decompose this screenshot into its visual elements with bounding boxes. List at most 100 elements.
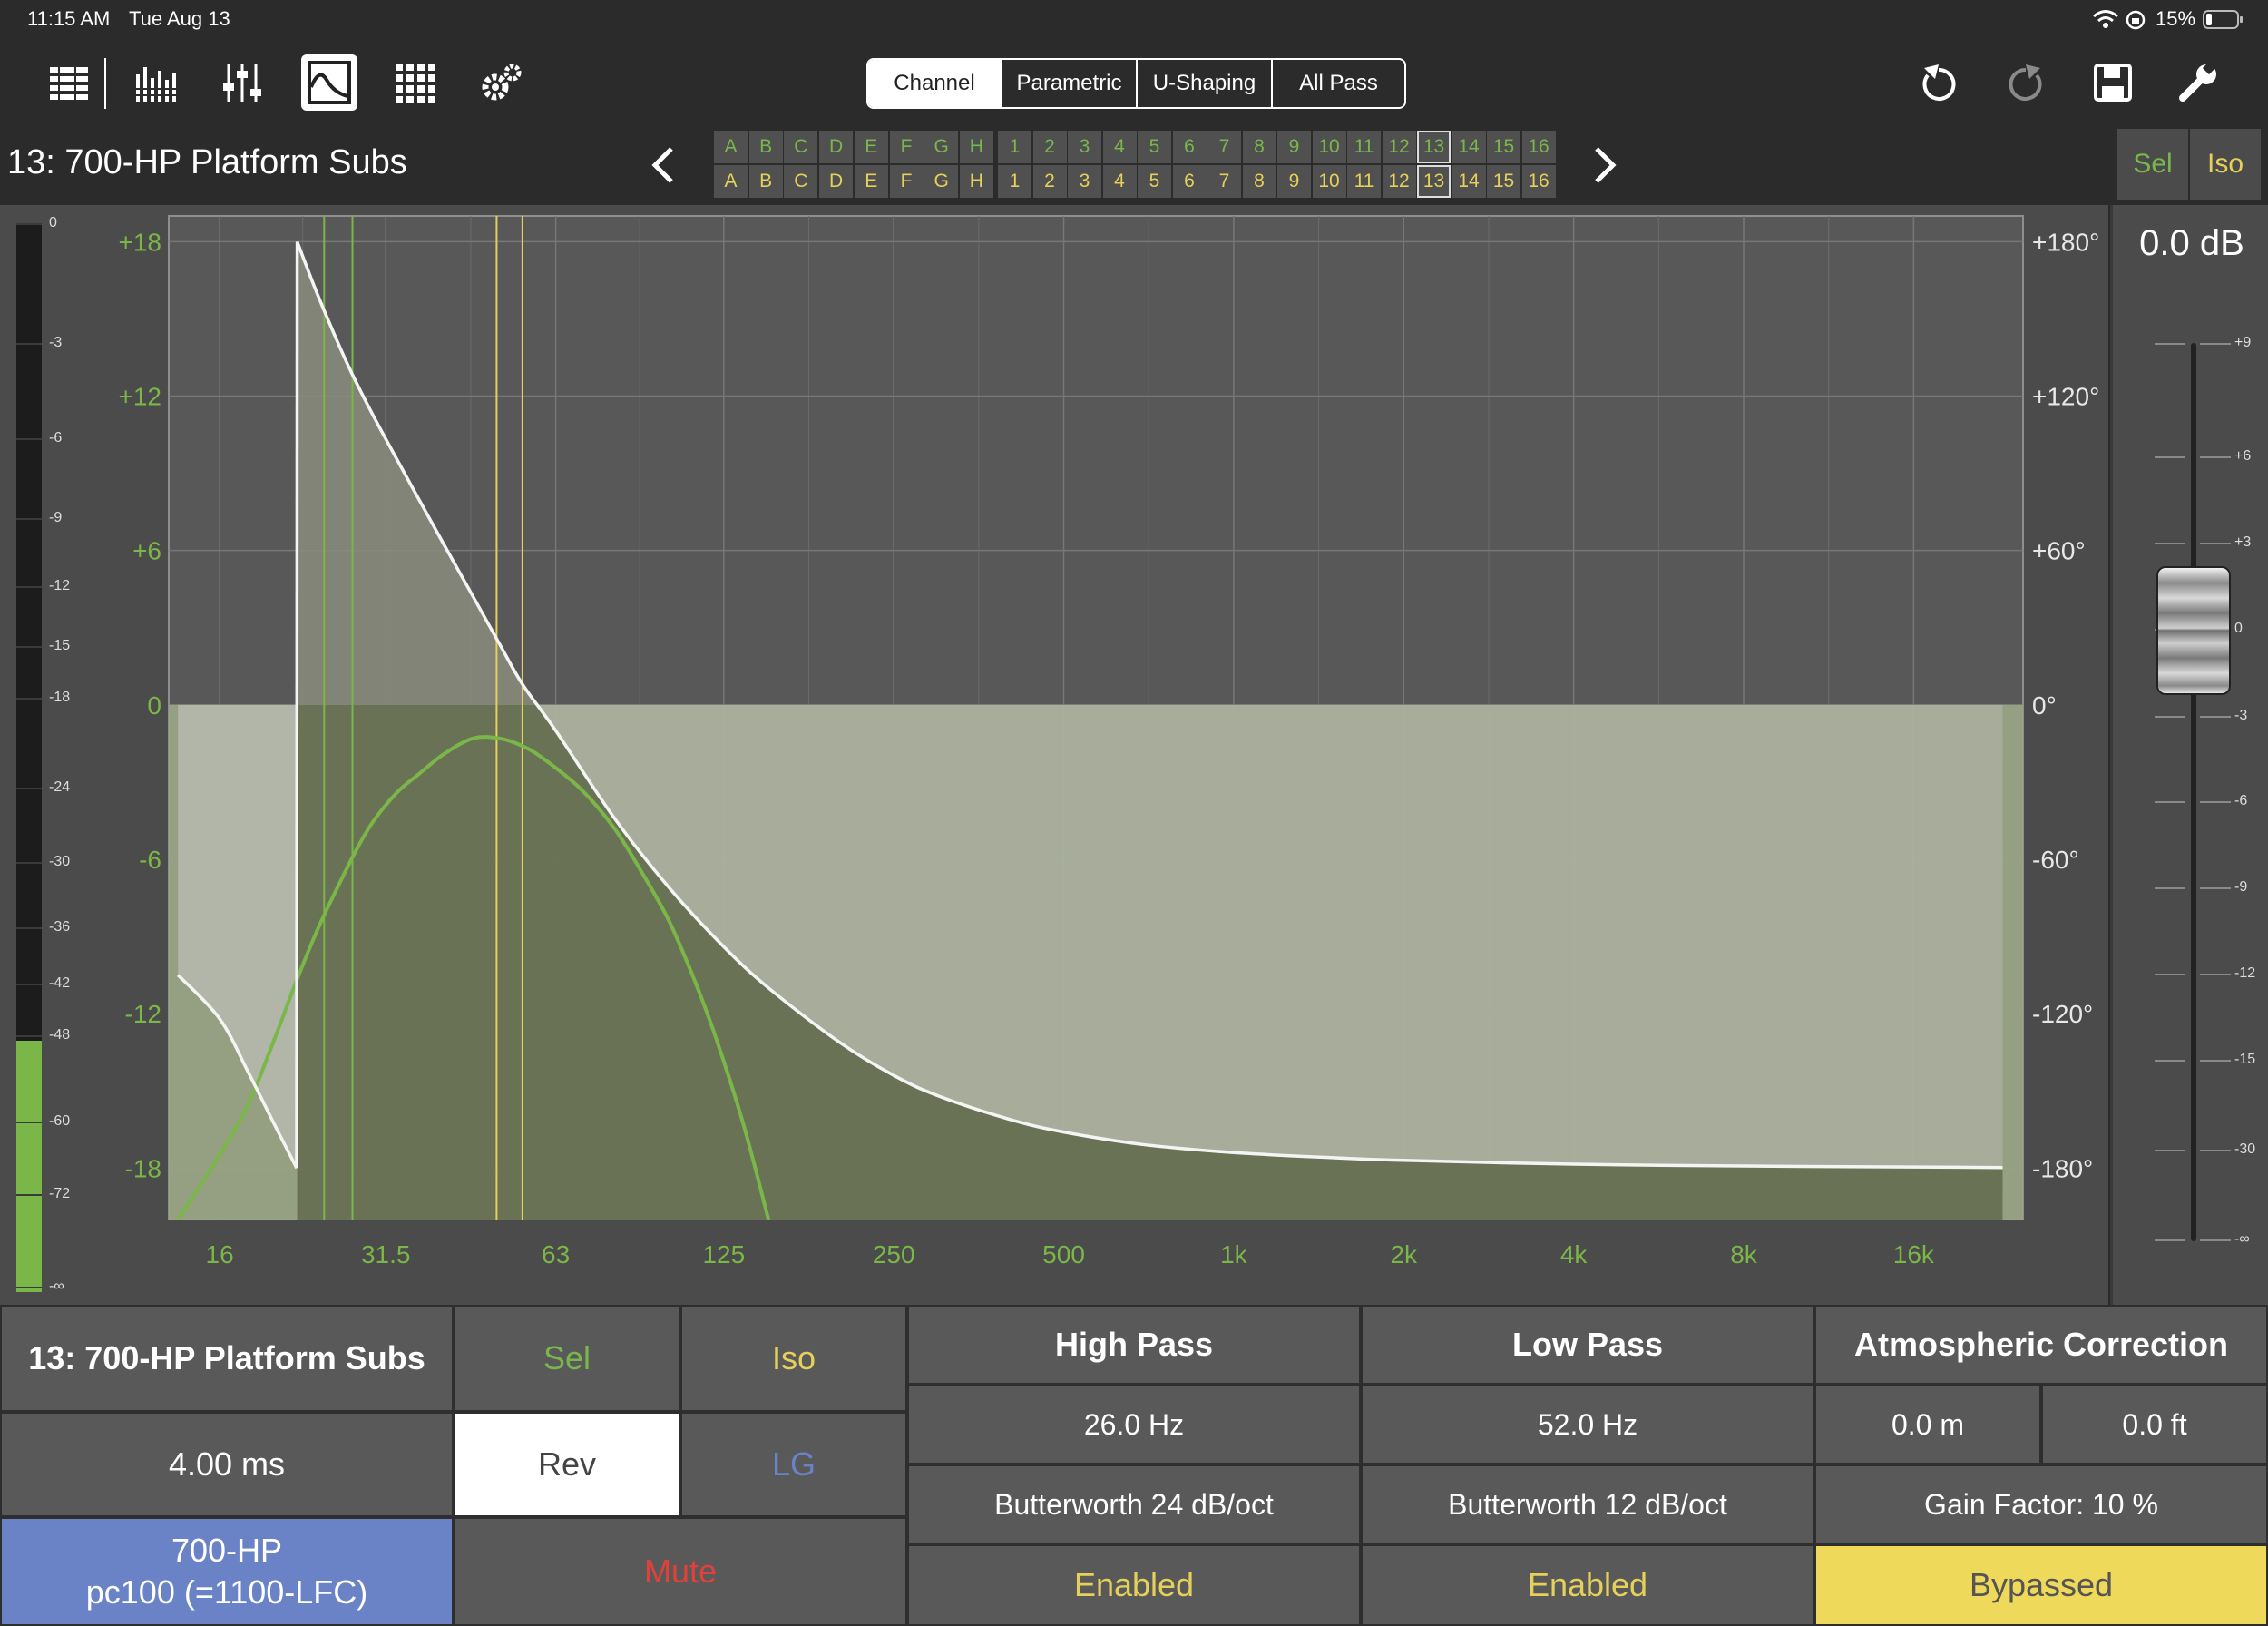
channel-out-8[interactable]: 8 — [1242, 165, 1276, 198]
channel-in-f[interactable]: F — [889, 131, 924, 163]
channel-out-4[interactable]: 4 — [1102, 165, 1137, 198]
channel-out-a[interactable]: A — [714, 165, 748, 198]
wrench-icon[interactable] — [2170, 54, 2226, 111]
high-pass-title: High Pass — [907, 1305, 1361, 1385]
list-view-icon[interactable] — [41, 54, 97, 111]
channel-in-13[interactable]: 13 — [1417, 131, 1451, 163]
fader-scale: +9 +6 +3 0 -3 -6 -9 -12 -15 -30 -∞ — [2113, 205, 2268, 1305]
atmo-gain-factor[interactable]: Gain Factor: 10 % — [1814, 1464, 2268, 1544]
channel-out-7[interactable]: 7 — [1207, 165, 1241, 198]
channel-out-12[interactable]: 12 — [1382, 165, 1416, 198]
channel-in-14[interactable]: 14 — [1452, 131, 1486, 163]
bottom-sel-button[interactable]: Sel — [454, 1305, 680, 1412]
low-pass-type[interactable]: Butterworth 12 dB/oct — [1361, 1464, 1814, 1544]
eq-curve-icon[interactable] — [301, 54, 357, 111]
channel-in-9[interactable]: 9 — [1277, 131, 1311, 163]
channel-in-15[interactable]: 15 — [1487, 131, 1520, 163]
channel-in-10[interactable]: 10 — [1312, 131, 1346, 163]
lg-button[interactable]: LG — [680, 1412, 907, 1517]
mute-button[interactable]: Mute — [454, 1517, 907, 1626]
channel-out-1[interactable]: 1 — [998, 165, 1031, 198]
redo-icon[interactable] — [1998, 54, 2054, 111]
low-pass-enable-toggle[interactable]: Enabled — [1361, 1544, 1814, 1626]
speaker-preset-button[interactable]: 700-HP pc100 (=1100-LFC) — [0, 1517, 454, 1626]
fader-tick-label: -6 — [2234, 793, 2248, 808]
channel-out-h[interactable]: H — [959, 165, 993, 198]
channel-in-12[interactable]: 12 — [1382, 131, 1416, 163]
channel-out-g[interactable]: G — [924, 165, 959, 198]
high-pass-frequency[interactable]: 26.0 Hz — [907, 1385, 1361, 1464]
channel-in-1[interactable]: 1 — [998, 131, 1031, 163]
fader-tick-mark — [2155, 543, 2185, 544]
high-pass-enable-toggle[interactable]: Enabled — [907, 1544, 1361, 1626]
channel-out-2[interactable]: 2 — [1032, 165, 1067, 198]
channel-in-5[interactable]: 5 — [1138, 131, 1171, 163]
channel-out-13[interactable]: 13 — [1417, 165, 1451, 198]
high-pass-type[interactable]: Butterworth 24 dB/oct — [907, 1464, 1361, 1544]
channel-in-4[interactable]: 4 — [1102, 131, 1137, 163]
channel-out-3[interactable]: 3 — [1068, 165, 1101, 198]
channel-out-f[interactable]: F — [889, 165, 924, 198]
faders-icon[interactable] — [214, 54, 270, 111]
channel-out-9[interactable]: 9 — [1277, 165, 1311, 198]
y-tick-label-db: +6 — [132, 537, 161, 565]
previous-channel-chevron-icon[interactable] — [650, 145, 677, 185]
header-iso-button[interactable]: Iso — [2190, 129, 2261, 200]
channel-in-11[interactable]: 11 — [1347, 131, 1381, 163]
atmo-bypass-toggle[interactable]: Bypassed — [1814, 1544, 2268, 1626]
next-channel-chevron-icon[interactable] — [1591, 145, 1618, 185]
eq-response-plot[interactable]: +18 +12 +6 0 -6 -12 -18 +180° +120° +60° 0° -60° -12… — [83, 205, 2108, 1305]
save-icon[interactable] — [2085, 54, 2141, 111]
delay-value[interactable]: 4.00 ms — [0, 1412, 454, 1517]
atmo-distance-meters[interactable]: 0.0 m — [1814, 1385, 2041, 1464]
tab-u-shaping[interactable]: U-Shaping — [1136, 60, 1271, 107]
channel-out-14[interactable]: 14 — [1452, 165, 1486, 198]
header-sel-button[interactable]: Sel — [2117, 129, 2188, 200]
channel-in-h[interactable]: H — [959, 131, 993, 163]
meters-icon[interactable] — [127, 54, 183, 111]
tab-all-pass[interactable]: All Pass — [1271, 60, 1404, 107]
tab-channel[interactable]: Channel — [868, 60, 1001, 107]
fader-tick-mark — [2200, 343, 2231, 345]
undo-icon[interactable] — [1911, 54, 1967, 111]
channel-out-6[interactable]: 6 — [1172, 165, 1207, 198]
channel-in-g[interactable]: G — [924, 131, 959, 163]
matrix-grid-icon[interactable] — [386, 54, 443, 111]
channel-out-11[interactable]: 11 — [1347, 165, 1381, 198]
channel-title: 13: 700-HP Platform Subs — [7, 143, 407, 181]
atmo-distance-feet[interactable]: 0.0 ft — [2041, 1385, 2268, 1464]
channel-out-10[interactable]: 10 — [1312, 165, 1346, 198]
channel-out-b[interactable]: B — [748, 165, 783, 198]
channel-in-d[interactable]: D — [819, 131, 854, 163]
fader-knob[interactable] — [2156, 566, 2231, 695]
channel-in-c[interactable]: C — [784, 131, 818, 163]
channel-in-a[interactable]: A — [714, 131, 748, 163]
bottom-iso-button[interactable]: Iso — [680, 1305, 907, 1412]
settings-gear-icon[interactable] — [474, 54, 530, 111]
tab-parametric[interactable]: Parametric — [1001, 60, 1136, 107]
channel-out-16[interactable]: 16 — [1521, 165, 1556, 198]
low-pass-frequency[interactable]: 52.0 Hz — [1361, 1385, 1814, 1464]
fader-tick-label: +3 — [2234, 534, 2252, 550]
channel-out-5[interactable]: 5 — [1138, 165, 1171, 198]
channel-in-2[interactable]: 2 — [1032, 131, 1067, 163]
channel-select-grid: A A B B C C D D E E F F G G H H 1 1 2 2 3 3 4 4 5 5 6 6 7 7 8 8 9 9 10 10 11… — [0, 123, 2268, 205]
eq-response-chart[interactable]: +18 +12 +6 0 -6 -12 -18 +180° +120° +60° 0° -60° -12… — [83, 205, 2108, 1305]
channel-in-b[interactable]: B — [748, 131, 783, 163]
fader-tick-mark — [2155, 1060, 2185, 1062]
channel-in-6[interactable]: 6 — [1172, 131, 1207, 163]
channel-in-16[interactable]: 16 — [1521, 131, 1556, 163]
channel-in-e[interactable]: E — [854, 131, 888, 163]
x-tick-label: 4k — [1560, 1240, 1589, 1268]
meter-tick-mark — [16, 438, 42, 440]
channel-out-e[interactable]: E — [854, 165, 888, 198]
channel-out-15[interactable]: 15 — [1487, 165, 1520, 198]
channel-out-d[interactable]: D — [819, 165, 854, 198]
channel-in-7[interactable]: 7 — [1207, 131, 1241, 163]
channel-in-8[interactable]: 8 — [1242, 131, 1276, 163]
meter-tick-label: -60 — [49, 1113, 71, 1129]
channel-out-c[interactable]: C — [784, 165, 818, 198]
fader-track[interactable] — [2191, 343, 2196, 1241]
channel-in-3[interactable]: 3 — [1068, 131, 1101, 163]
reverse-polarity-button[interactable]: Rev — [454, 1412, 680, 1517]
